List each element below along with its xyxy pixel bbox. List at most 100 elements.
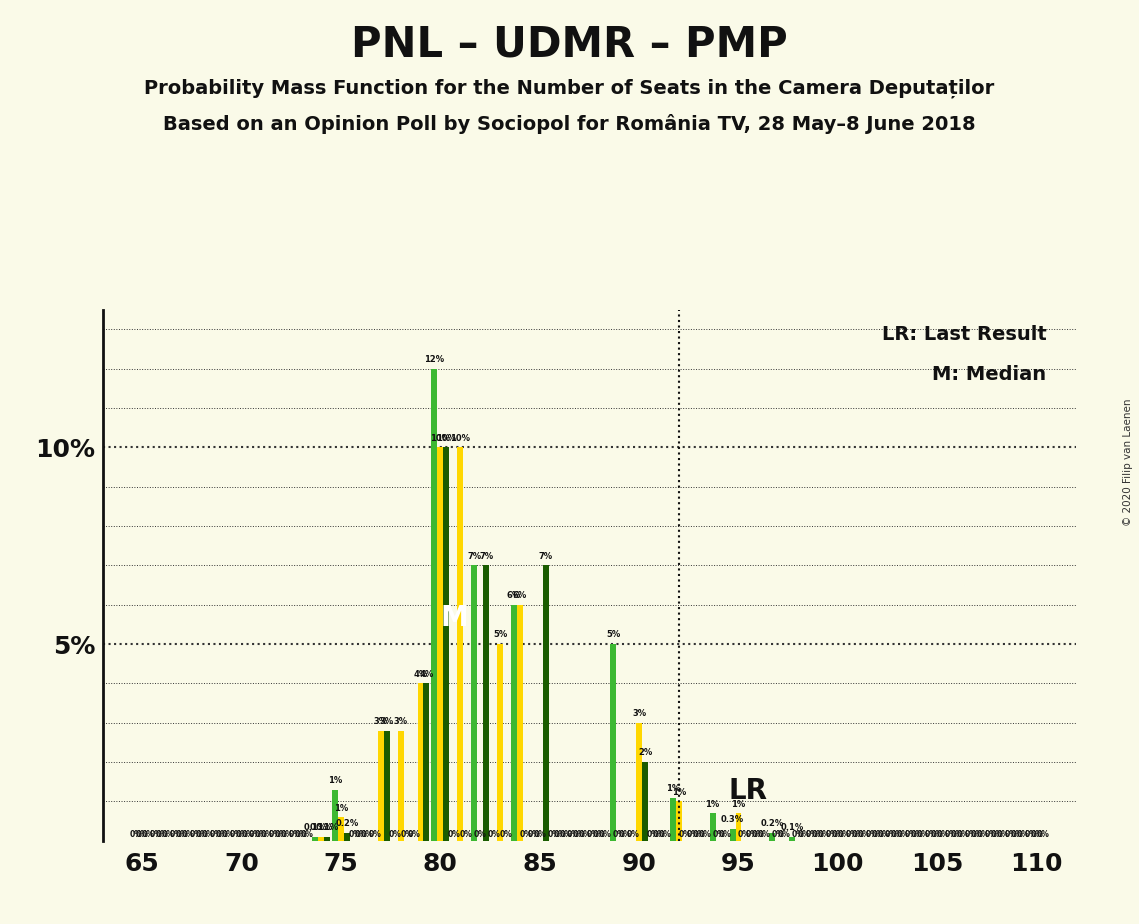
- Text: 0%: 0%: [719, 830, 731, 839]
- Bar: [789, 837, 795, 841]
- Text: 0%: 0%: [911, 830, 924, 839]
- Text: 0%: 0%: [567, 830, 580, 839]
- Text: 0%: 0%: [925, 830, 937, 839]
- Text: 0%: 0%: [554, 830, 566, 839]
- Bar: [318, 837, 325, 841]
- Text: 1%: 1%: [672, 788, 686, 796]
- Text: M: Median: M: Median: [933, 365, 1047, 383]
- Bar: [325, 837, 330, 841]
- Bar: [483, 565, 489, 841]
- Text: 7%: 7%: [539, 552, 552, 561]
- Text: 0%: 0%: [752, 830, 764, 839]
- Text: 0%: 0%: [965, 830, 977, 839]
- Text: 0.2%: 0.2%: [335, 820, 359, 828]
- Text: 0%: 0%: [757, 830, 771, 839]
- Text: 0%: 0%: [957, 830, 969, 839]
- Text: 0%: 0%: [460, 830, 473, 839]
- Text: 0%: 0%: [162, 830, 174, 839]
- Text: 0.1%: 0.1%: [780, 823, 804, 833]
- Text: 0.1%: 0.1%: [303, 823, 327, 833]
- Text: 0%: 0%: [687, 830, 699, 839]
- Text: PNL – UDMR – PMP: PNL – UDMR – PMP: [351, 23, 788, 65]
- Text: 0%: 0%: [136, 830, 149, 839]
- Text: 0%: 0%: [261, 830, 273, 839]
- Text: 0%: 0%: [487, 830, 500, 839]
- Text: 0%: 0%: [573, 830, 585, 839]
- Text: 0%: 0%: [898, 830, 910, 839]
- Text: 0%: 0%: [281, 830, 294, 839]
- Bar: [344, 833, 350, 841]
- Bar: [670, 797, 675, 841]
- Text: 0%: 0%: [845, 830, 858, 839]
- Text: 1%: 1%: [731, 799, 746, 808]
- Text: 0%: 0%: [156, 830, 169, 839]
- Text: LR: Last Result: LR: Last Result: [882, 325, 1047, 345]
- Text: 0%: 0%: [1036, 830, 1049, 839]
- Text: 0%: 0%: [149, 830, 163, 839]
- Text: 0%: 0%: [170, 830, 182, 839]
- Text: 0.1%: 0.1%: [316, 823, 338, 833]
- Bar: [443, 447, 449, 841]
- Text: Based on an Opinion Poll by Sociopol for România TV, 28 May–8 June 2018: Based on an Opinion Poll by Sociopol for…: [163, 114, 976, 134]
- Text: 0%: 0%: [519, 830, 532, 839]
- Text: 3%: 3%: [632, 709, 646, 718]
- Text: 0%: 0%: [818, 830, 830, 839]
- Text: 1%: 1%: [666, 784, 680, 793]
- Text: 3%: 3%: [374, 717, 387, 726]
- Text: 3%: 3%: [379, 717, 394, 726]
- Text: 0%: 0%: [400, 830, 413, 839]
- Text: 0%: 0%: [613, 830, 625, 839]
- Bar: [424, 684, 429, 841]
- Bar: [437, 447, 443, 841]
- Bar: [472, 565, 477, 841]
- Text: 0%: 0%: [772, 830, 785, 839]
- Text: 0%: 0%: [587, 830, 600, 839]
- Bar: [432, 369, 437, 841]
- Text: 0%: 0%: [527, 830, 540, 839]
- Text: 0%: 0%: [851, 830, 865, 839]
- Text: 0%: 0%: [189, 830, 203, 839]
- Text: 0%: 0%: [1016, 830, 1030, 839]
- Text: 0%: 0%: [175, 830, 188, 839]
- Text: 0%: 0%: [970, 830, 983, 839]
- Text: 0%: 0%: [837, 830, 850, 839]
- Bar: [511, 604, 517, 841]
- Text: 3%: 3%: [394, 717, 408, 726]
- Text: 0%: 0%: [599, 830, 612, 839]
- Text: 0%: 0%: [229, 830, 243, 839]
- Text: LR: LR: [729, 777, 768, 806]
- Text: 0%: 0%: [274, 830, 288, 839]
- Text: 0%: 0%: [533, 830, 547, 839]
- Text: 0%: 0%: [408, 830, 421, 839]
- Text: 0%: 0%: [805, 830, 819, 839]
- Bar: [542, 565, 549, 841]
- Bar: [497, 644, 503, 841]
- Text: 0.3%: 0.3%: [721, 815, 744, 824]
- Text: 0%: 0%: [738, 830, 751, 839]
- Text: 0%: 0%: [210, 830, 222, 839]
- Text: 10%: 10%: [431, 433, 450, 443]
- Text: 0%: 0%: [746, 830, 759, 839]
- Text: 0%: 0%: [984, 830, 998, 839]
- Text: 0%: 0%: [936, 830, 950, 839]
- Text: 0%: 0%: [658, 830, 671, 839]
- Text: 0%: 0%: [885, 830, 898, 839]
- Text: 0%: 0%: [997, 830, 1009, 839]
- Text: 0%: 0%: [559, 830, 572, 839]
- Text: 5%: 5%: [606, 630, 621, 639]
- Bar: [338, 817, 344, 841]
- Text: 0%: 0%: [712, 830, 726, 839]
- Text: 0%: 0%: [295, 830, 308, 839]
- Text: 0%: 0%: [679, 830, 691, 839]
- Text: 0%: 0%: [202, 830, 214, 839]
- Text: 0%: 0%: [812, 830, 825, 839]
- Bar: [312, 837, 318, 841]
- Text: 0%: 0%: [235, 830, 248, 839]
- Text: 0%: 0%: [944, 830, 958, 839]
- Bar: [675, 801, 682, 841]
- Text: 0%: 0%: [448, 830, 460, 839]
- Text: M: M: [441, 604, 468, 632]
- Text: 0%: 0%: [354, 830, 367, 839]
- Text: 0%: 0%: [289, 830, 302, 839]
- Text: 1%: 1%: [334, 804, 349, 812]
